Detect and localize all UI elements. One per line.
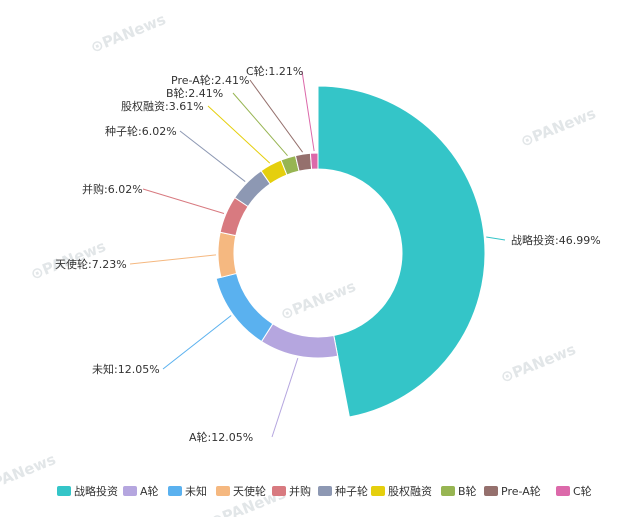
slice-labels: 战略投资:46.99% A轮:12.05% 未知:12.05% 天使轮:7.23% 并购… — [55, 64, 601, 444]
leader-line — [179, 130, 246, 182]
legend-swatch[interactable] — [216, 486, 230, 496]
leader-line — [142, 188, 225, 214]
legend-swatch[interactable] — [556, 486, 570, 496]
slice-label: 种子轮:6.02% — [105, 124, 177, 138]
slice-label: C轮:1.21% — [246, 64, 303, 78]
legend-swatch[interactable] — [272, 486, 286, 496]
slice-未知 — [215, 272, 274, 343]
watermark-text: ⊙PANews — [278, 277, 358, 323]
slice-label: B轮:2.41% — [166, 86, 223, 100]
legend: 战略投资 A轮 未知 天使轮 并购 种子轮 股权融资 B轮 Pre-A轮 C轮 — [57, 484, 592, 498]
legend-swatch[interactable] — [318, 486, 332, 496]
slice-label: A轮:12.05% — [189, 430, 253, 444]
slice-label: 未知:12.05% — [92, 362, 160, 376]
leader-line — [271, 357, 299, 438]
slice-label: 股权融资:3.61% — [121, 100, 204, 113]
leader-line — [301, 70, 315, 152]
slice-label: 战略投资:46.99% — [511, 233, 601, 247]
legend-item[interactable]: 未知 — [185, 484, 207, 498]
legend-swatch[interactable] — [57, 486, 71, 496]
leader-line — [486, 236, 506, 241]
watermark-text: ⊙PANews — [518, 104, 598, 150]
slice-战略投资 — [317, 85, 486, 418]
legend-swatch[interactable] — [441, 486, 455, 496]
watermark-text: ⊙PANews — [0, 450, 58, 496]
slice-label: 并购:6.02% — [82, 182, 143, 196]
leader-line — [232, 92, 288, 156]
watermark-text: ⊙PANews — [498, 340, 578, 386]
slice-A轮 — [260, 323, 339, 359]
label-leader-lines — [129, 70, 506, 438]
legend-item[interactable]: Pre-A轮 — [501, 484, 541, 498]
pie-slices — [215, 85, 486, 418]
leader-line — [207, 105, 271, 164]
slice-label: 天使轮:7.23% — [55, 257, 127, 271]
legend-item[interactable]: C轮 — [573, 484, 592, 498]
legend-item[interactable]: 种子轮 — [335, 484, 368, 498]
legend-swatch[interactable] — [168, 486, 182, 496]
leader-line — [129, 254, 217, 265]
legend-item[interactable]: A轮 — [140, 484, 159, 498]
slice-C轮 — [309, 152, 319, 170]
slice-label: Pre-A轮:2.41% — [171, 73, 249, 87]
leader-line — [249, 79, 303, 153]
leader-line — [162, 315, 232, 370]
legend-item[interactable]: B轮 — [458, 484, 477, 498]
legend-item[interactable]: 天使轮 — [233, 484, 266, 498]
legend-item[interactable]: 股权融资 — [388, 485, 432, 498]
legend-item[interactable]: 并购 — [289, 484, 311, 498]
slice-天使轮 — [217, 231, 238, 278]
legend-swatch[interactable] — [484, 486, 498, 496]
watermark-text: ⊙PANews — [88, 10, 168, 56]
legend-swatch[interactable] — [123, 486, 137, 496]
legend-item[interactable]: 战略投资 — [74, 484, 118, 498]
legend-swatch[interactable] — [371, 486, 385, 496]
